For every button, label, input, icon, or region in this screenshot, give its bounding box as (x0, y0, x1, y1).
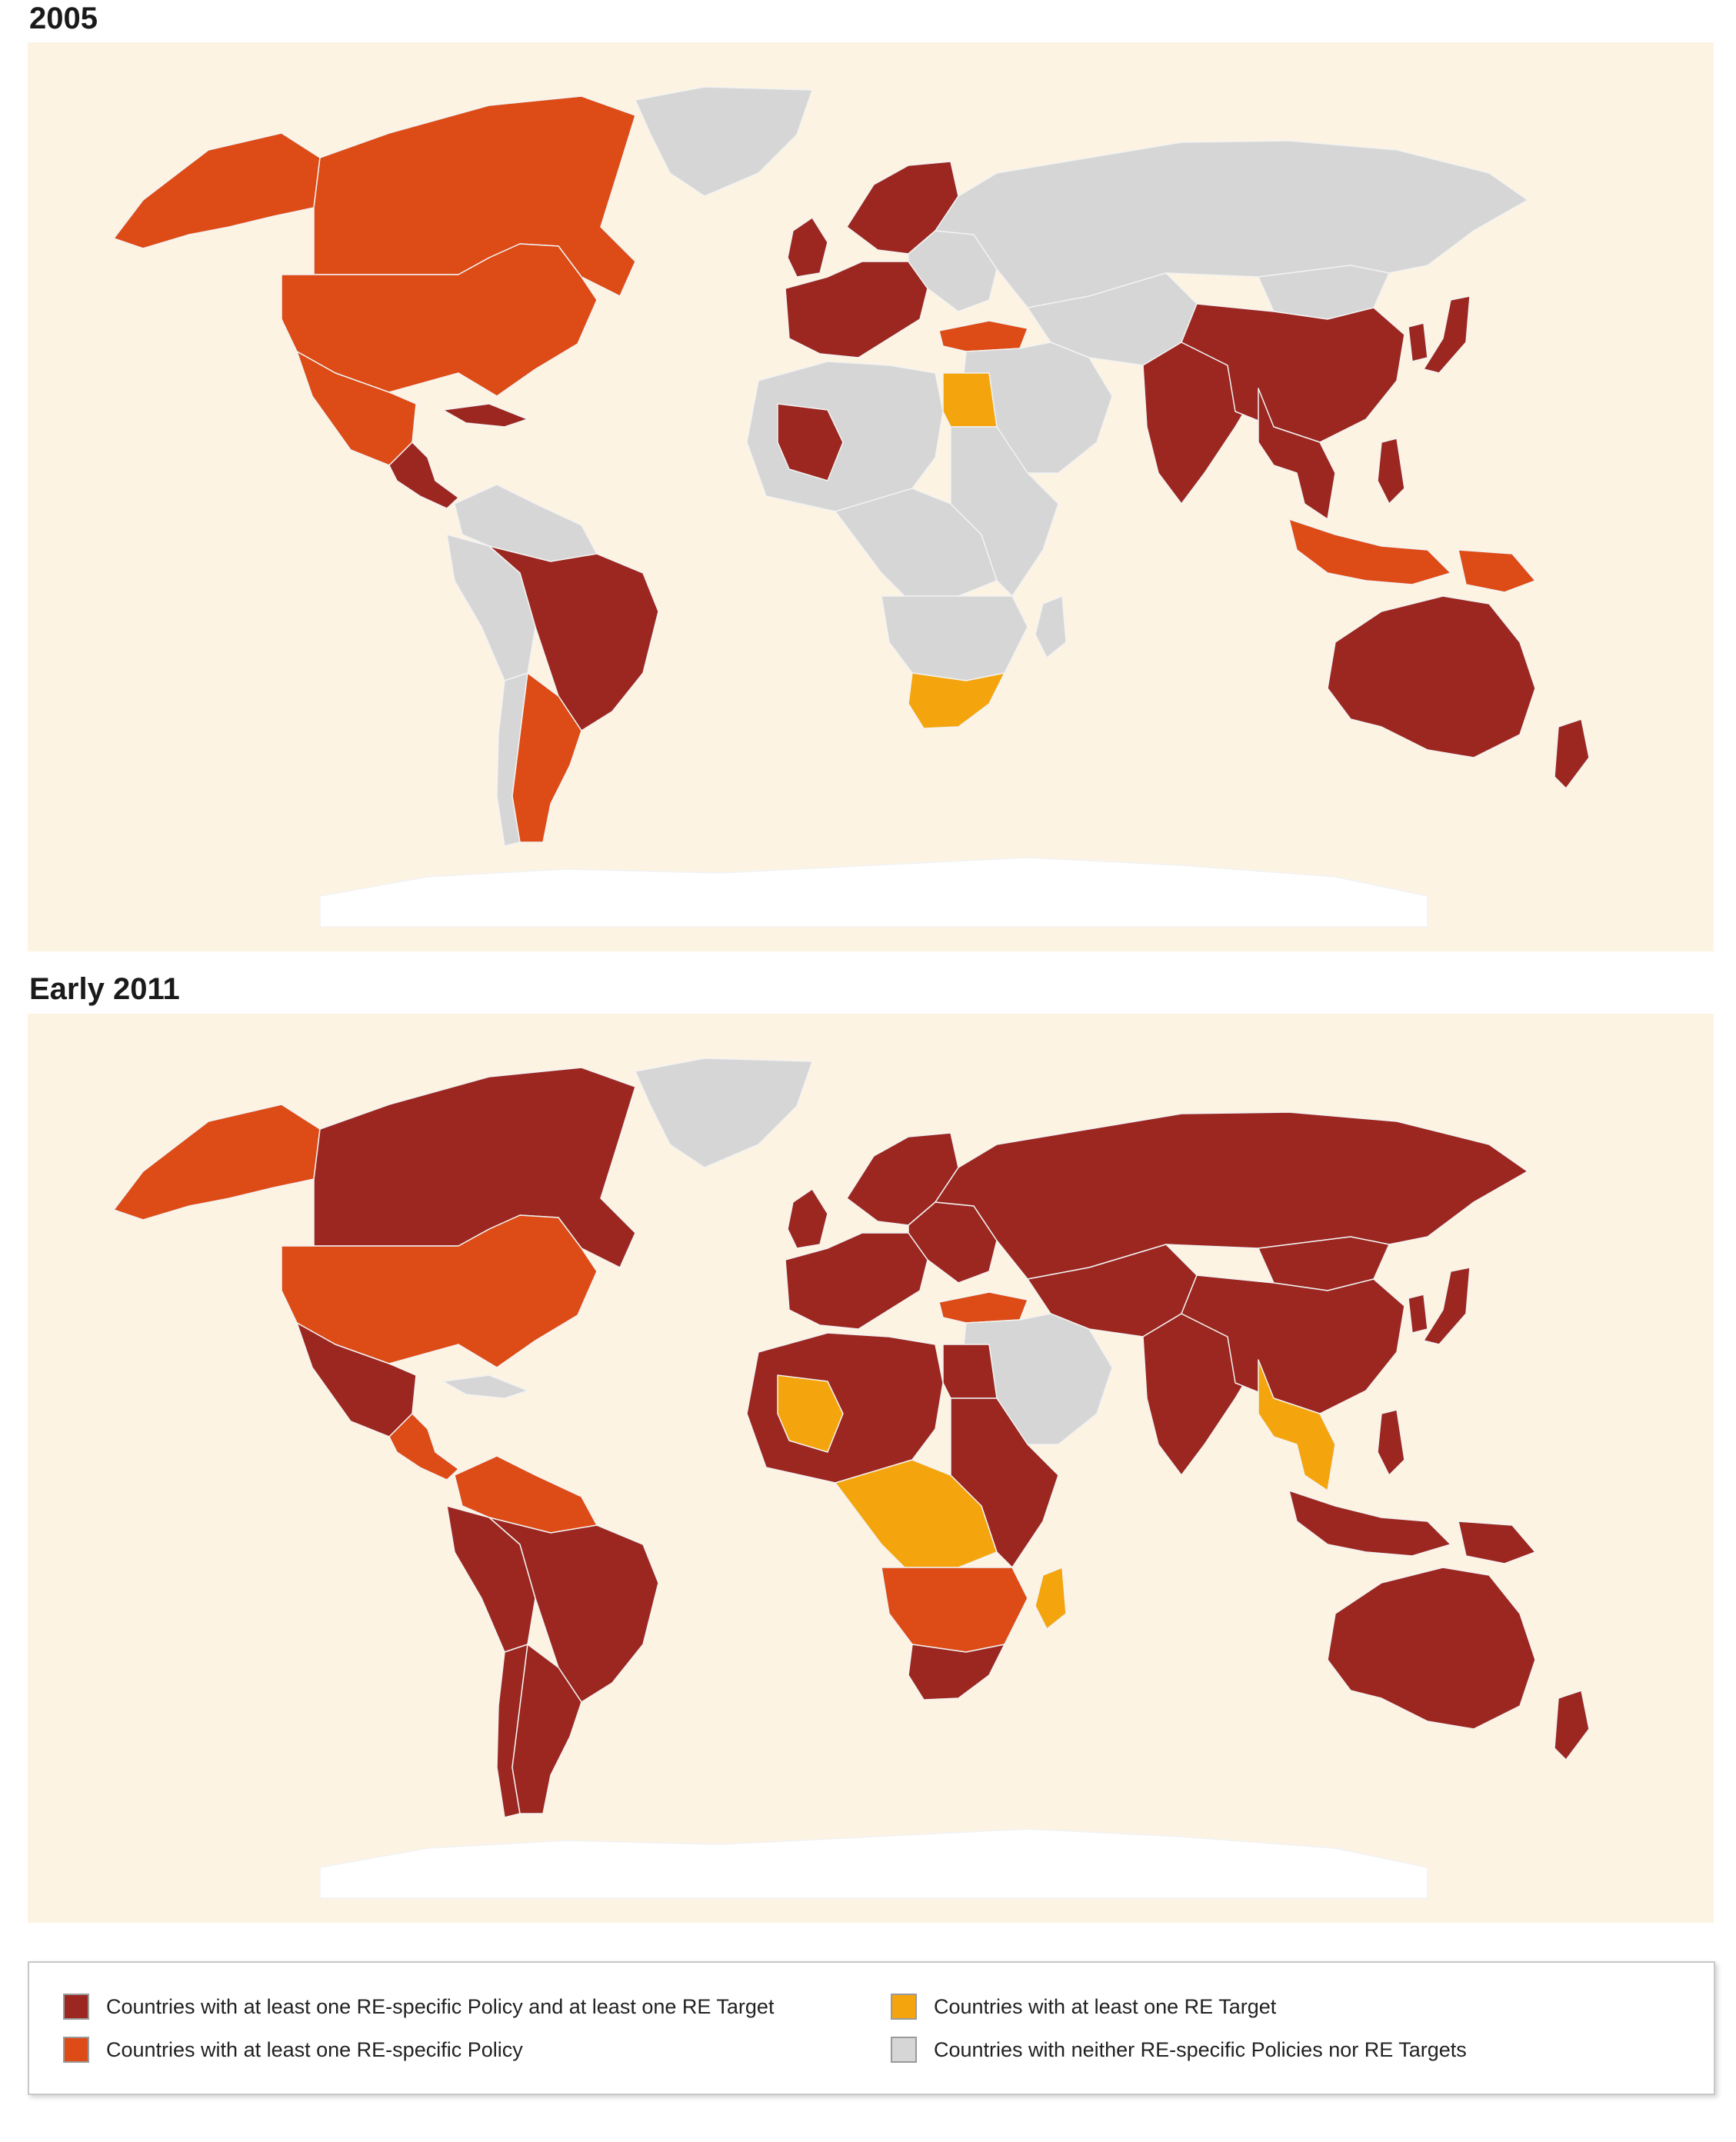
region-brazil (488, 1517, 659, 1703)
region-russia (935, 140, 1528, 308)
region-china (1181, 303, 1405, 443)
region-central-america (388, 441, 459, 509)
region-indonesia (1288, 518, 1451, 585)
region-madagascar (1035, 1567, 1067, 1630)
region-antarctica (319, 857, 1428, 928)
region-russia (935, 1111, 1528, 1280)
region-central-africa (835, 488, 998, 597)
legend-swatch-neither (891, 2037, 917, 2063)
legend-item-both: Countries with at least one RE-specific … (63, 1994, 774, 2020)
region-uk (787, 1188, 828, 1249)
region-turkey (938, 1291, 1028, 1324)
region-alaska (113, 1104, 321, 1221)
region-east-africa (950, 1397, 1059, 1568)
region-cuba (442, 1374, 528, 1399)
region-new-zealand (1554, 1690, 1590, 1761)
region-korea (1408, 1294, 1428, 1334)
region-se-asia-mainland (1258, 1359, 1336, 1491)
legend-label-target: Countries with at least one RE Target (934, 1994, 1277, 2018)
legend-item-neither: Countries with neither RE-specific Polic… (891, 2037, 1467, 2063)
world-map-2005 (113, 86, 1590, 928)
region-egypt (942, 1344, 998, 1399)
region-north-africa (746, 361, 944, 512)
region-greenland (635, 1058, 813, 1168)
region-brazil (488, 545, 659, 731)
region-central-africa (835, 1459, 998, 1568)
world-map-2011 (113, 1058, 1590, 1899)
legend-item-policy: Countries with at least one RE-specific … (63, 2037, 523, 2063)
map-title-2011: Early 2011 (29, 972, 180, 1006)
region-korea (1408, 322, 1428, 362)
region-australia (1327, 595, 1536, 758)
legend-swatch-both (63, 1994, 89, 2020)
region-papua (1458, 549, 1536, 593)
region-greenland (635, 86, 813, 197)
region-papua (1458, 1521, 1536, 1564)
region-indonesia (1288, 1490, 1451, 1557)
legend-item-target: Countries with at least one RE Target (891, 1994, 1276, 2020)
region-argentina (511, 672, 582, 843)
region-north-africa (746, 1332, 944, 1484)
region-egypt (942, 372, 998, 428)
region-new-zealand (1554, 718, 1590, 789)
region-madagascar (1035, 595, 1067, 658)
map-title-2005: 2005 (29, 2, 98, 35)
region-south-africa (908, 672, 1005, 729)
region-southern-africa (881, 595, 1028, 681)
region-mali (777, 403, 844, 481)
legend-swatch-policy (63, 2037, 89, 2063)
region-alaska (113, 132, 321, 249)
region-southern-africa (881, 1567, 1028, 1653)
region-argentina (511, 1644, 582, 1814)
legend: Countries with at least one RE-specific … (28, 1961, 1715, 2095)
region-cuba (442, 403, 528, 428)
region-western-europe (785, 261, 928, 358)
region-antarctica (319, 1828, 1428, 1899)
region-western-europe (785, 1232, 928, 1330)
region-australia (1327, 1567, 1536, 1730)
legend-label-neither: Countries with neither RE-specific Polic… (934, 2037, 1467, 2061)
region-japan (1423, 1267, 1471, 1345)
map-panel-2005 (28, 42, 1714, 951)
legend-label-policy: Countries with at least one RE-specific … (106, 2037, 523, 2061)
map-panel-2011 (28, 1014, 1714, 1923)
region-south-africa (908, 1644, 1005, 1701)
region-philippines (1377, 438, 1405, 505)
region-japan (1423, 295, 1471, 374)
region-uk (787, 217, 828, 278)
region-east-africa (950, 426, 1059, 597)
legend-label-both: Countries with at least one RE-specific … (106, 1994, 775, 2018)
region-mali (777, 1374, 844, 1453)
legend-swatch-target (891, 1994, 917, 2020)
region-se-asia-mainland (1258, 388, 1336, 520)
region-turkey (938, 320, 1028, 352)
region-china (1181, 1274, 1405, 1414)
region-philippines (1377, 1409, 1405, 1476)
region-central-america (388, 1413, 459, 1481)
